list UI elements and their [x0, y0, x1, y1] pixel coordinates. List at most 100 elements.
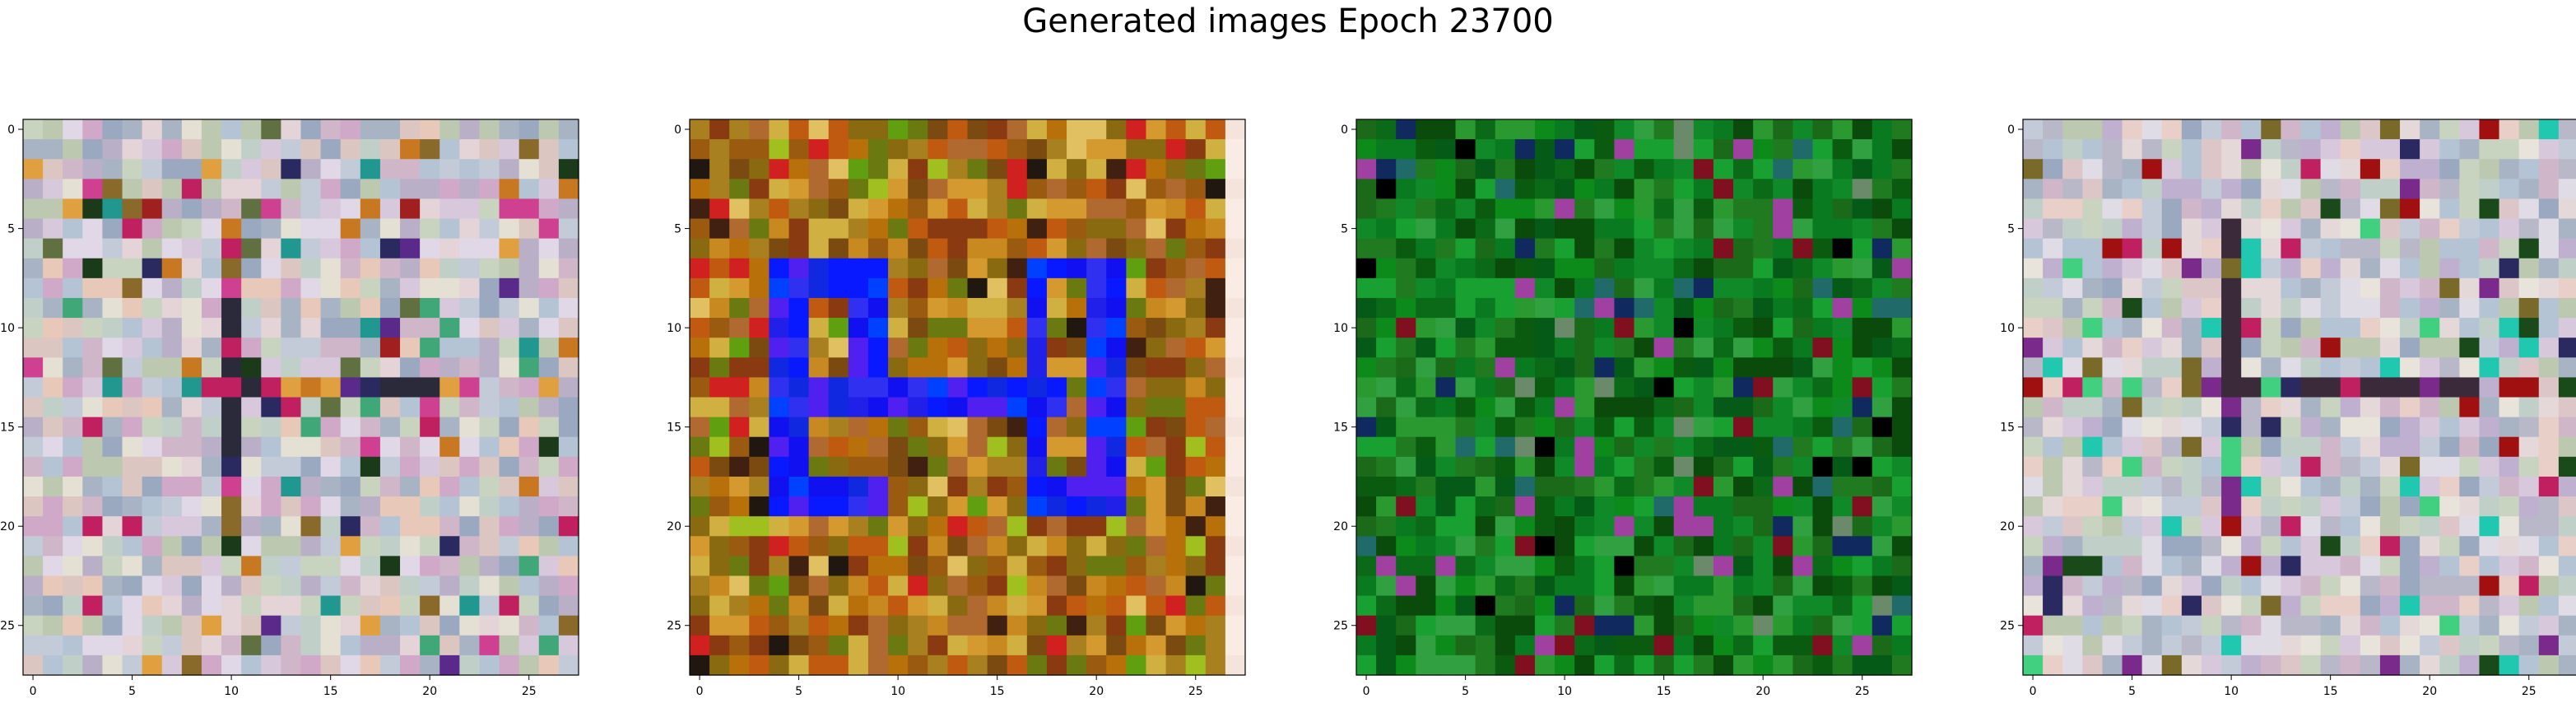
pixel-cell: [241, 119, 262, 140]
pixel-cell: [2538, 496, 2560, 517]
pixel-cell: [1793, 377, 1814, 398]
pixel-cell: [749, 456, 770, 477]
pixel-cell: [828, 159, 849, 179]
pixel-cell: [2360, 575, 2381, 597]
pixel-cell: [558, 436, 579, 458]
pixel-cell: [1086, 397, 1107, 418]
pixel-cell: [729, 218, 750, 240]
pixel-cell: [2518, 318, 2540, 338]
pixel-cell: [63, 496, 83, 517]
pixel-cell: [2479, 198, 2500, 220]
pixel-cell: [2261, 277, 2281, 299]
pixel-cell: [1832, 159, 1853, 179]
pixel-cell: [1455, 615, 1476, 636]
pixel-cell: [1435, 179, 1457, 200]
pixel-cell: [281, 456, 302, 477]
pixel-cell: [2479, 297, 2500, 319]
pixel-cell: [2518, 338, 2540, 358]
pixel-cell: [2320, 377, 2341, 398]
pixel-cell: [459, 476, 481, 497]
pixel-cell: [439, 318, 460, 338]
y-tick-label: 15: [0, 422, 15, 435]
pixel-cell: [1594, 119, 1615, 140]
pixel-cell: [1852, 476, 1873, 497]
pixel-cell: [1225, 615, 1246, 636]
pixel-cell: [281, 139, 302, 160]
pixel-cell: [518, 635, 540, 656]
pixel-cell: [2558, 297, 2576, 319]
pixel-cell: [1514, 654, 1536, 676]
pixel-cell: [1555, 357, 1575, 378]
pixel-cell: [1126, 119, 1147, 140]
pixel-cell: [690, 635, 710, 656]
pixel-cell: [2141, 476, 2163, 497]
pixel-cell: [2518, 159, 2540, 179]
pixel-cell: [221, 615, 242, 636]
pixel-cell: [2400, 615, 2420, 636]
pixel-cell: [2082, 496, 2104, 517]
pixel-cell: [1376, 139, 1397, 160]
pixel-cell: [2161, 476, 2183, 497]
pixel-cell: [2439, 417, 2460, 438]
pixel-cell: [2439, 139, 2460, 160]
pixel-cell: [1891, 436, 1913, 458]
pixel-cell: [987, 516, 1008, 537]
pixel-cell: [1146, 615, 1167, 636]
pixel-cell: [848, 615, 869, 636]
pixel-cell: [1653, 556, 1675, 577]
pixel-cell: [1495, 496, 1516, 517]
pixel-cell: [749, 159, 770, 179]
pixel-cell: [2102, 635, 2123, 656]
pixel-cell: [967, 357, 988, 378]
pixel-cell: [1026, 277, 1048, 299]
pixel-cell: [908, 536, 928, 557]
pixel-cell: [788, 357, 810, 378]
pixel-cell: [300, 357, 322, 378]
pixel-cell: [1514, 277, 1536, 299]
pixel-cell: [1713, 198, 1734, 220]
pixel-cell: [1673, 238, 1695, 259]
pixel-cell: [769, 575, 790, 597]
pixel-cell: [2161, 338, 2183, 358]
pixel-cell: [2122, 159, 2143, 179]
y-tick-label: 20: [667, 520, 681, 533]
pixel-cell: [102, 119, 123, 140]
pixel-cell: [2459, 516, 2481, 537]
pixel-cell: [1396, 258, 1416, 279]
pixel-cell: [420, 635, 440, 656]
pixel-cell: [2261, 338, 2281, 358]
pixel-cell: [360, 595, 381, 617]
pixel-cell: [43, 397, 63, 418]
pixel-cell: [1753, 516, 1774, 537]
pixel-cell: [241, 198, 262, 220]
pixel-cell: [2241, 119, 2262, 140]
pixel-cell: [2161, 456, 2183, 477]
pixel-cell: [2479, 338, 2500, 358]
pixel-cell: [379, 496, 401, 517]
pixel-cell: [2400, 179, 2420, 200]
pixel-cell: [1634, 615, 1655, 636]
pixel-cell: [63, 654, 83, 676]
pixel-cell: [1891, 159, 1913, 179]
pixel-cell: [908, 397, 928, 418]
pixel-cell: [1673, 377, 1695, 398]
pixel-cell: [1046, 516, 1067, 537]
pixel-cell: [201, 377, 222, 398]
pixel-cell: [2241, 277, 2262, 299]
pixel-cell: [1852, 536, 1873, 557]
pixel-cell: [379, 238, 401, 259]
pixel-cell: [2141, 159, 2163, 179]
pixel-cell: [221, 556, 242, 577]
pixel-cell: [1555, 496, 1575, 517]
pixel-cell: [2420, 159, 2440, 179]
pixel-cell: [1733, 159, 1754, 179]
pixel-cell: [1225, 496, 1246, 517]
pixel-cell: [122, 595, 143, 617]
pixel-cell: [2459, 436, 2481, 458]
pixel-cell: [2538, 436, 2560, 458]
pixel-cell: [479, 377, 500, 398]
pixel-cell: [987, 338, 1008, 358]
pixel-cell: [2141, 516, 2163, 537]
pixel-cell: [459, 516, 481, 537]
pixel-cell: [1376, 417, 1397, 438]
